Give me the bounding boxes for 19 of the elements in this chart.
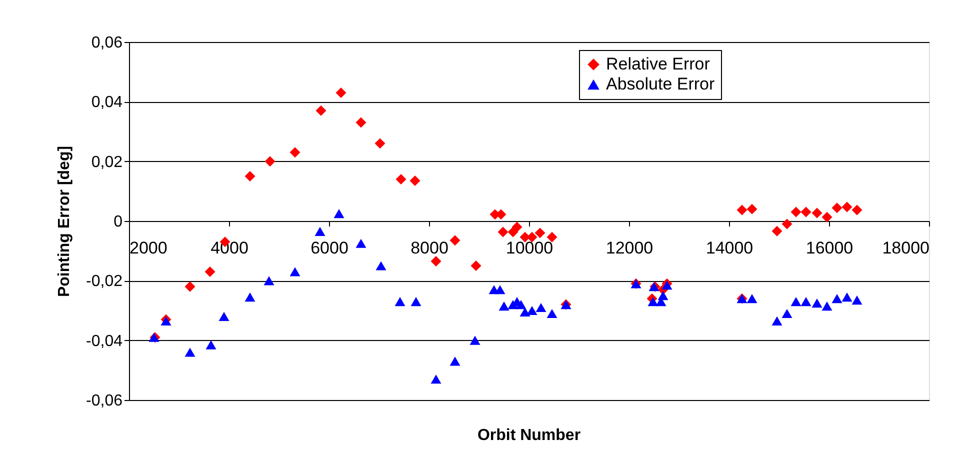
y-tick-label: -0,06	[86, 392, 123, 410]
x-tick-label: 14000	[706, 238, 754, 258]
y-axis-title: Pointing Error [deg]	[56, 146, 74, 298]
x-tick-label: 10000	[506, 238, 554, 258]
x-tick-label: 6000	[310, 238, 348, 258]
y-tick-label: 0,04	[91, 94, 123, 112]
x-tick-label: 16000	[806, 238, 854, 258]
y-tick-label: -0,02	[86, 273, 123, 290]
y-tick-label: 0,02	[91, 154, 123, 171]
x-tick-label: 12000	[606, 238, 654, 258]
legend-label: Absolute Error	[606, 74, 715, 94]
legend-label: Relative Error	[606, 54, 710, 74]
x-tick-label: 18000	[882, 238, 930, 258]
y-tick-label: -0,04	[86, 332, 123, 350]
x-axis-title: Orbit Number	[477, 427, 581, 444]
y-tick-label: 0,06	[91, 34, 123, 52]
x-tick-label: 2000	[130, 238, 168, 258]
y-tick-label: 0	[114, 214, 123, 230]
x-tick-label: 8000	[410, 238, 448, 258]
